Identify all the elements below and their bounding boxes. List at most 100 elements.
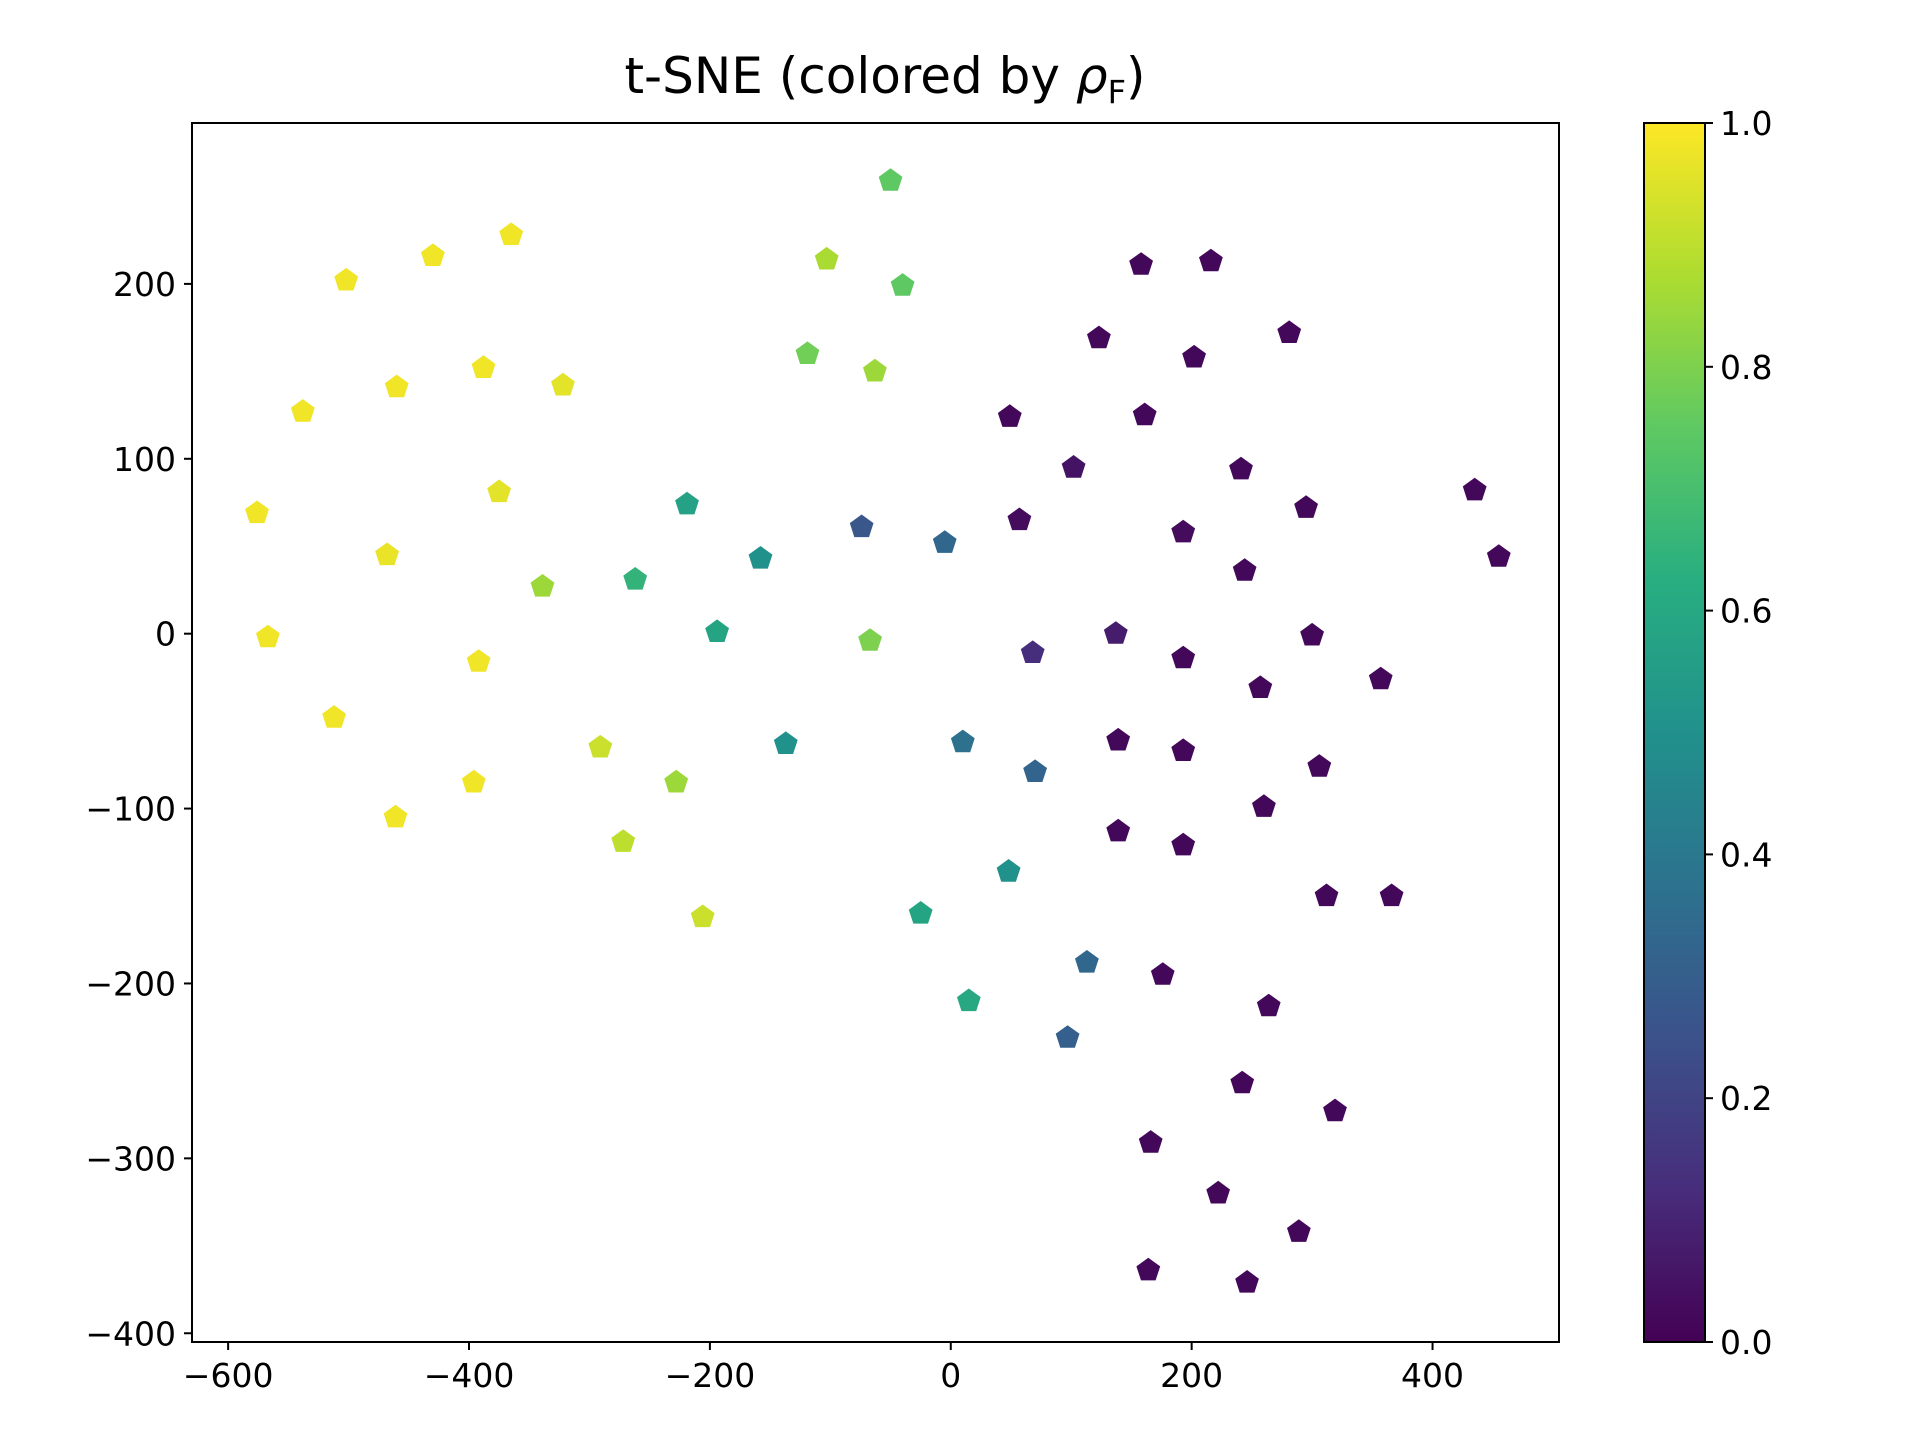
data-point-27 — [675, 491, 699, 515]
data-point-63 — [1307, 754, 1332, 777]
data-point-1 — [421, 243, 445, 266]
data-point-9 — [375, 542, 399, 566]
data-point-36 — [950, 729, 975, 753]
data-point-65 — [1106, 818, 1131, 842]
data-point-64 — [1252, 794, 1276, 817]
colorbar-tick-label: 0.4 — [1720, 835, 1772, 874]
data-point-49 — [1061, 455, 1086, 478]
data-point-74 — [1206, 1180, 1230, 1204]
title-close: ) — [1126, 47, 1146, 105]
data-point-62 — [1171, 738, 1196, 761]
y-tick-label: 100 — [113, 440, 176, 479]
y-tick-label: −300 — [85, 1139, 176, 1178]
data-point-11 — [466, 649, 491, 672]
data-point-40 — [1020, 640, 1045, 663]
data-point-56 — [1232, 558, 1257, 581]
data-point-21 — [878, 168, 903, 191]
colorbar — [1643, 122, 1706, 1343]
data-point-50 — [1229, 456, 1253, 480]
data-point-34 — [849, 514, 874, 538]
x-tick-label: −400 — [424, 1356, 515, 1395]
colorbar-axis: 0.0 0.2 0.4 0.6 0.8 1.0 — [1705, 104, 1772, 1362]
data-point-77 — [1235, 1270, 1259, 1293]
x-tick-label: 0 — [940, 1356, 961, 1395]
data-point-42 — [1129, 252, 1153, 275]
title-subscript: F — [1108, 73, 1126, 111]
plot-frame — [191, 122, 1560, 1343]
data-point-16 — [611, 829, 636, 852]
data-point-25 — [858, 628, 882, 651]
y-tick-label: −200 — [85, 964, 176, 1003]
data-point-54 — [1007, 507, 1032, 531]
data-point-60 — [1368, 666, 1393, 690]
data-point-41 — [1103, 621, 1128, 644]
y-tick-label: 0 — [155, 615, 176, 654]
x-tick-label: −200 — [665, 1356, 756, 1395]
data-point-19 — [690, 904, 715, 928]
data-point-59 — [1248, 675, 1273, 698]
data-point-26 — [623, 567, 648, 590]
data-point-10 — [256, 624, 280, 648]
data-point-53 — [1486, 544, 1511, 567]
y-axis: −400 −300 −200 −100 0 100 200 — [85, 265, 192, 1353]
data-point-57 — [1300, 622, 1324, 646]
data-point-39 — [1055, 1025, 1080, 1048]
data-point-15 — [588, 734, 613, 758]
data-point-48 — [1132, 402, 1157, 426]
data-point-24 — [863, 358, 887, 382]
data-point-67 — [1314, 883, 1339, 907]
data-point-72 — [1323, 1098, 1347, 1122]
data-point-66 — [1171, 832, 1196, 856]
data-point-4 — [384, 374, 409, 398]
title-symbol: ρ — [1076, 47, 1108, 105]
data-point-68 — [1379, 883, 1404, 907]
data-point-14 — [383, 804, 408, 828]
data-point-28 — [705, 619, 729, 642]
data-point-32 — [957, 988, 981, 1012]
data-point-12 — [322, 705, 346, 728]
data-point-5 — [551, 372, 575, 396]
data-point-23 — [795, 341, 820, 364]
data-point-46 — [1277, 320, 1302, 343]
data-point-52 — [1462, 477, 1487, 501]
data-point-37 — [1023, 759, 1047, 782]
colorbar-tick-label: 0.6 — [1720, 592, 1772, 631]
data-point-20 — [814, 246, 839, 270]
x-tick-label: 200 — [1160, 1356, 1223, 1395]
data-point-71 — [1230, 1070, 1255, 1094]
data-point-22 — [890, 273, 915, 296]
data-point-43 — [1199, 248, 1223, 272]
colorbar-tick-label: 0.2 — [1720, 1079, 1772, 1118]
data-point-6 — [290, 399, 315, 422]
data-point-45 — [1182, 344, 1206, 368]
data-point-0 — [499, 222, 524, 245]
data-point-2 — [334, 267, 359, 291]
data-point-44 — [1087, 325, 1111, 349]
data-point-31 — [908, 901, 933, 924]
data-point-75 — [1287, 1219, 1311, 1242]
data-point-8 — [245, 500, 269, 524]
data-point-51 — [1294, 495, 1318, 518]
x-tick-label: −600 — [183, 1356, 274, 1395]
colorbar-tick-label: 0.8 — [1720, 348, 1772, 387]
y-tick-label: −100 — [85, 790, 176, 829]
data-point-47 — [997, 404, 1022, 427]
data-point-69 — [1150, 962, 1175, 985]
data-point-70 — [1256, 993, 1281, 1017]
data-point-35 — [932, 530, 957, 553]
data-point-61 — [1106, 727, 1131, 751]
data-point-18 — [664, 769, 689, 793]
data-point-55 — [1171, 519, 1196, 543]
data-point-33 — [996, 859, 1021, 882]
colorbar-tick-label: 0.0 — [1720, 1323, 1772, 1362]
data-point-76 — [1136, 1257, 1161, 1281]
data-point-29 — [748, 546, 773, 569]
chart-title: t-SNE (colored by ρF) — [624, 47, 1145, 111]
x-tick-label: 400 — [1401, 1356, 1464, 1395]
data-point-38 — [1075, 950, 1099, 973]
data-point-73 — [1138, 1130, 1163, 1153]
y-tick-label: 200 — [113, 265, 176, 304]
y-tick-label: −400 — [85, 1314, 176, 1353]
